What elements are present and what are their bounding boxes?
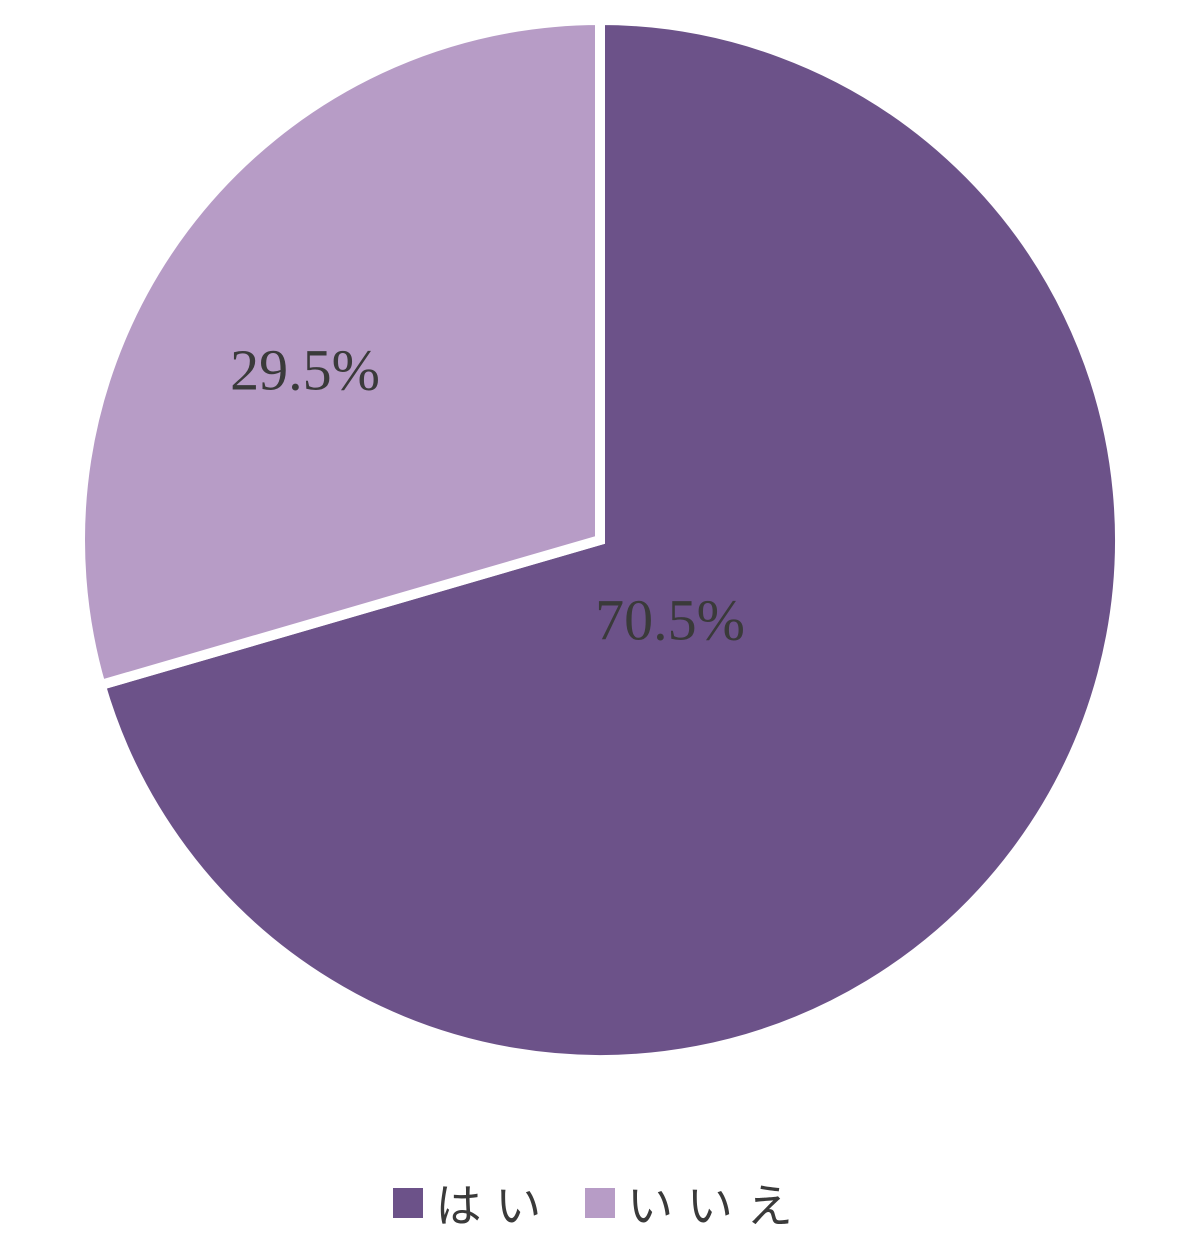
legend-item-yes: はい [393, 1170, 555, 1236]
legend: はい いいえ [0, 1170, 1200, 1236]
legend-swatch-yes [393, 1188, 423, 1218]
legend-swatch-no [585, 1188, 615, 1218]
pie-chart-svg [0, 0, 1200, 1100]
legend-label-no: いいえ [627, 1170, 806, 1236]
legend-item-no: いいえ [585, 1170, 806, 1236]
legend-label-yes: はい [435, 1170, 555, 1236]
slice-label-yes: 70.5% [595, 587, 745, 654]
pie-chart-container: 70.5% 29.5% [0, 0, 1200, 1100]
slice-label-no: 29.5% [230, 337, 380, 404]
